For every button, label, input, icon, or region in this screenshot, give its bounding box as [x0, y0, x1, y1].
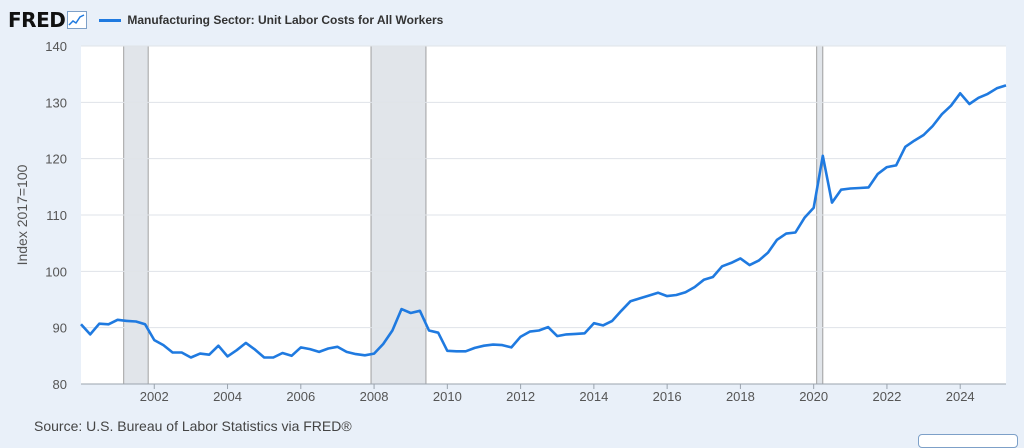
x-tick-label: 2002: [140, 389, 169, 404]
download-button[interactable]: [918, 434, 1018, 448]
series: [80, 84, 1007, 359]
x-tick-label: 2008: [360, 389, 389, 404]
y-tick-label: 80: [53, 377, 67, 392]
y-tick-label: 130: [45, 95, 67, 110]
x-tick-label: 2014: [579, 389, 608, 404]
x-tick-label: 2020: [799, 389, 828, 404]
x-tick-label: 2024: [946, 389, 975, 404]
fred-logo[interactable]: FRED: [8, 8, 88, 32]
logo-text: FRED: [8, 8, 66, 32]
x-tick-label: 2012: [506, 389, 535, 404]
y-axis-title: Index 2017=100: [14, 164, 30, 265]
x-tick-label: 2010: [433, 389, 462, 404]
x-tick-label: 2006: [286, 389, 315, 404]
y-tick-label: 120: [45, 152, 67, 167]
x-tick-label: 2022: [872, 389, 901, 404]
x-tick-label: 2016: [653, 389, 682, 404]
chart-header: FRED Manufacturing Sector: Unit Labor Co…: [8, 6, 443, 34]
chart: 80 90 100 110 120 130 140 2002 2004 2006 2008 2010…: [14, 39, 1007, 404]
line-graph-icon: [67, 11, 88, 29]
y-axis: 80 90 100 110 120 130 140: [45, 39, 67, 392]
y-tick-label: 90: [53, 321, 67, 336]
x-axis: 2002 2004 2006 2008 2010 2012 2014 2016 2018 2020…: [81, 383, 1006, 404]
y-tick-label: 110: [46, 208, 67, 223]
x-tick-label: 2004: [213, 389, 242, 404]
legend: Manufacturing Sector: Unit Labor Costs f…: [99, 13, 443, 27]
source-note: Source: U.S. Bureau of Labor Statistics …: [34, 418, 352, 434]
y-tick-label: 100: [45, 264, 67, 279]
legend-swatch: [99, 18, 122, 22]
y-tick-label: 140: [45, 39, 67, 54]
series-line: [80, 84, 1007, 359]
legend-label: Manufacturing Sector: Unit Labor Costs f…: [127, 13, 444, 27]
x-tick-label: 2018: [726, 389, 755, 404]
